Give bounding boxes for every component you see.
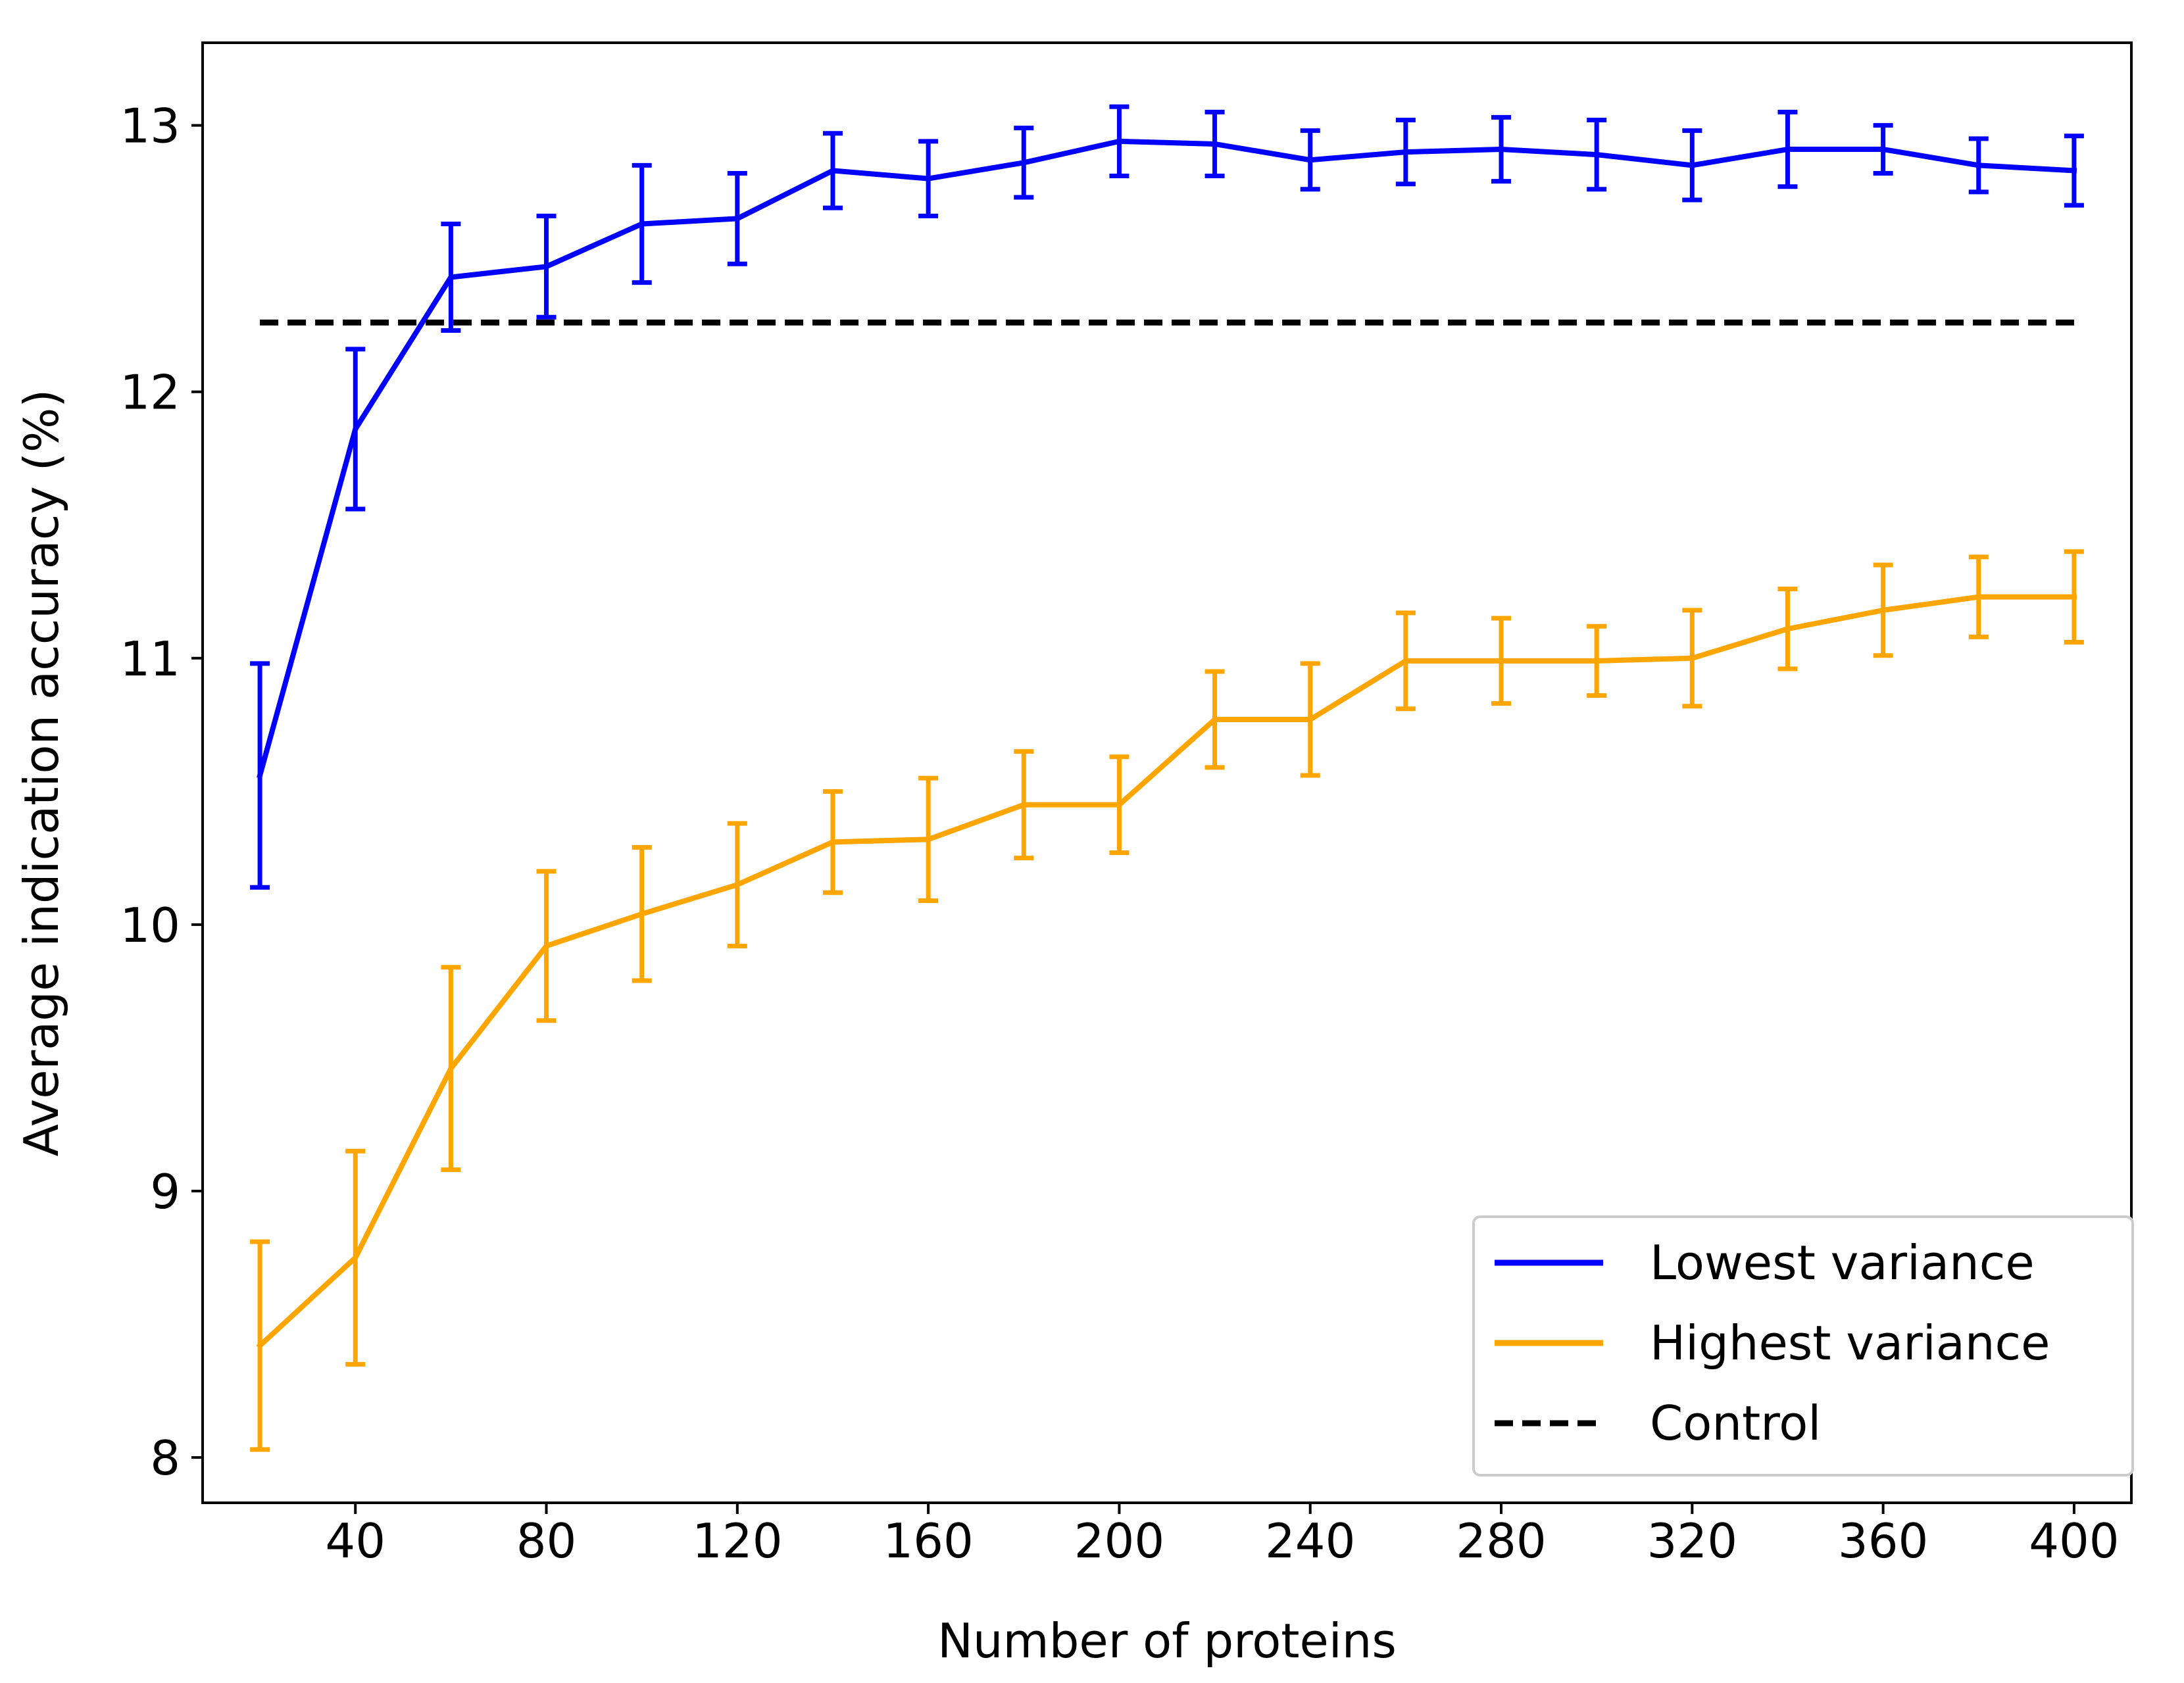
x-tick-label: 360 <box>1838 1513 1928 1569</box>
series-lowest-variance <box>250 104 2084 890</box>
legend-label: Lowest variance <box>1650 1235 2035 1290</box>
series-line <box>257 138 2077 779</box>
x-tick-label: 160 <box>883 1513 973 1569</box>
x-tick-label: 200 <box>1074 1513 1164 1569</box>
y-tick-label: 13 <box>120 99 180 154</box>
legend-box <box>1472 1215 2134 1476</box>
y-tick-label: 11 <box>120 631 180 687</box>
legend-item-control: Control <box>1495 1396 1821 1451</box>
x-axis-label: Number of proteins <box>937 1613 1397 1669</box>
y-tick-label: 12 <box>120 365 180 420</box>
series-line <box>256 594 2077 1350</box>
x-tick-label: 240 <box>1265 1513 1355 1569</box>
y-axis-label: Average indication accuracy (%) <box>14 389 69 1157</box>
y-tick-label: 9 <box>150 1164 180 1219</box>
x-tick-label: 280 <box>1456 1513 1546 1569</box>
x-tick-label: 400 <box>2029 1513 2119 1569</box>
x-tick-label: 320 <box>1647 1513 1737 1569</box>
series-highest-variance <box>250 549 2084 1452</box>
legend-label: Control <box>1650 1396 1821 1451</box>
x-tick-label: 80 <box>516 1513 577 1569</box>
legend-label: Highest variance <box>1650 1315 2050 1371</box>
y-tick-label: 10 <box>120 898 180 953</box>
legend-item-highest-variance: Highest variance <box>1495 1315 2050 1371</box>
x-tick-label: 120 <box>692 1513 782 1569</box>
x-tick-label: 40 <box>325 1513 385 1569</box>
y-tick-label: 8 <box>150 1430 180 1486</box>
plot-frame <box>201 41 2133 1504</box>
legend-item-lowest-variance: Lowest variance <box>1495 1235 2035 1290</box>
